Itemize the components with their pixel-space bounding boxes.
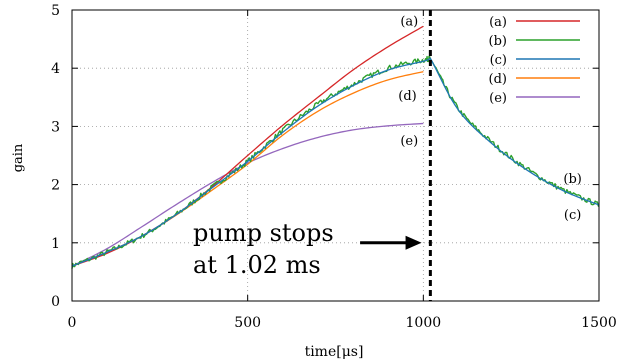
curve-label-a: (a) bbox=[400, 15, 418, 30]
annotation-layer: pump stops at 1.02 ms bbox=[193, 219, 422, 279]
y-tick-label-1: 1 bbox=[51, 236, 60, 252]
x-tick-label-0: 0 bbox=[68, 315, 77, 331]
legend-label-e: (e) bbox=[489, 91, 507, 106]
y-tick-label-0: 0 bbox=[51, 294, 60, 310]
curve-label-d: (d) bbox=[398, 89, 416, 104]
y-tick-label-3: 3 bbox=[51, 119, 60, 135]
y-tick-label-5: 5 bbox=[51, 3, 60, 19]
y-tick-label-2: 2 bbox=[51, 178, 60, 194]
plot-frame bbox=[71, 9, 600, 302]
legend-label-d: (d) bbox=[489, 72, 507, 87]
x-tick-label-3: 1500 bbox=[581, 315, 617, 331]
curve-label-c: (c) bbox=[564, 208, 581, 223]
tick-layer: 0 500 1000 1500 0 1 2 3 4 5 bbox=[51, 3, 617, 331]
curve-label-layer: (a) (d) (e) (b) (c) bbox=[398, 15, 582, 223]
series-line-c bbox=[71, 57, 600, 267]
legend-label-b: (b) bbox=[489, 34, 507, 49]
x-tick-label-2: 1000 bbox=[406, 315, 442, 331]
legend-label-c: (c) bbox=[490, 53, 507, 68]
annotation-line-1: pump stops bbox=[193, 219, 334, 247]
y-tick-label-4: 4 bbox=[51, 61, 60, 77]
y-axis-label: gain bbox=[11, 143, 26, 172]
x-tick-label-1: 500 bbox=[234, 315, 261, 331]
series-line-b bbox=[71, 55, 600, 269]
annotation-arrow-head bbox=[405, 235, 422, 250]
curve-label-b: (b) bbox=[563, 172, 581, 187]
annotation-line-2: at 1.02 ms bbox=[193, 251, 321, 279]
grid bbox=[72, 10, 599, 301]
legend: (a) (b) (c) (d) (e) bbox=[489, 15, 580, 106]
series-layer bbox=[71, 25, 600, 269]
x-axis-label: time[μs] bbox=[305, 344, 364, 360]
legend-label-a: (a) bbox=[489, 15, 507, 30]
series-line-e bbox=[71, 122, 424, 267]
curve-label-e: (e) bbox=[400, 134, 418, 149]
